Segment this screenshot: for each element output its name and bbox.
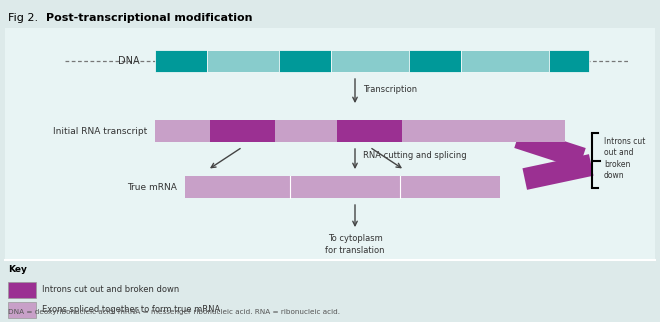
Bar xyxy=(337,120,402,142)
Text: To cytoplasm
for translation: To cytoplasm for translation xyxy=(325,234,385,255)
Bar xyxy=(155,120,565,142)
Bar xyxy=(8,282,36,298)
Text: Exons spliced together to form true mRNA: Exons spliced together to form true mRNA xyxy=(42,306,220,315)
Text: Introns cut out and broken down: Introns cut out and broken down xyxy=(42,286,180,295)
Text: Post-transcriptional modification: Post-transcriptional modification xyxy=(46,13,253,23)
Bar xyxy=(549,50,589,72)
Text: Introns cut
out and
broken
down: Introns cut out and broken down xyxy=(604,137,645,180)
Bar xyxy=(331,50,409,72)
Bar xyxy=(185,176,500,198)
Bar xyxy=(514,127,585,169)
Text: True mRNA: True mRNA xyxy=(127,183,177,192)
Bar xyxy=(8,302,36,318)
Bar xyxy=(523,154,593,190)
Text: Initial RNA transcript: Initial RNA transcript xyxy=(53,127,147,136)
Text: Transcription: Transcription xyxy=(363,84,417,93)
Bar xyxy=(207,50,279,72)
Bar xyxy=(5,28,655,260)
Text: Fig 2.: Fig 2. xyxy=(8,13,42,23)
Bar xyxy=(155,50,207,72)
Bar xyxy=(409,50,461,72)
Bar xyxy=(210,120,275,142)
Text: DNA = deoxyribonucleic acid. mRNA = messenger ribonucleic acid. RNA = ribonuclei: DNA = deoxyribonucleic acid. mRNA = mess… xyxy=(8,309,340,315)
Text: RNA cutting and splicing: RNA cutting and splicing xyxy=(363,151,467,160)
Text: Key: Key xyxy=(8,265,27,274)
Bar xyxy=(461,50,549,72)
Text: DNA: DNA xyxy=(118,56,140,66)
Bar xyxy=(279,50,331,72)
